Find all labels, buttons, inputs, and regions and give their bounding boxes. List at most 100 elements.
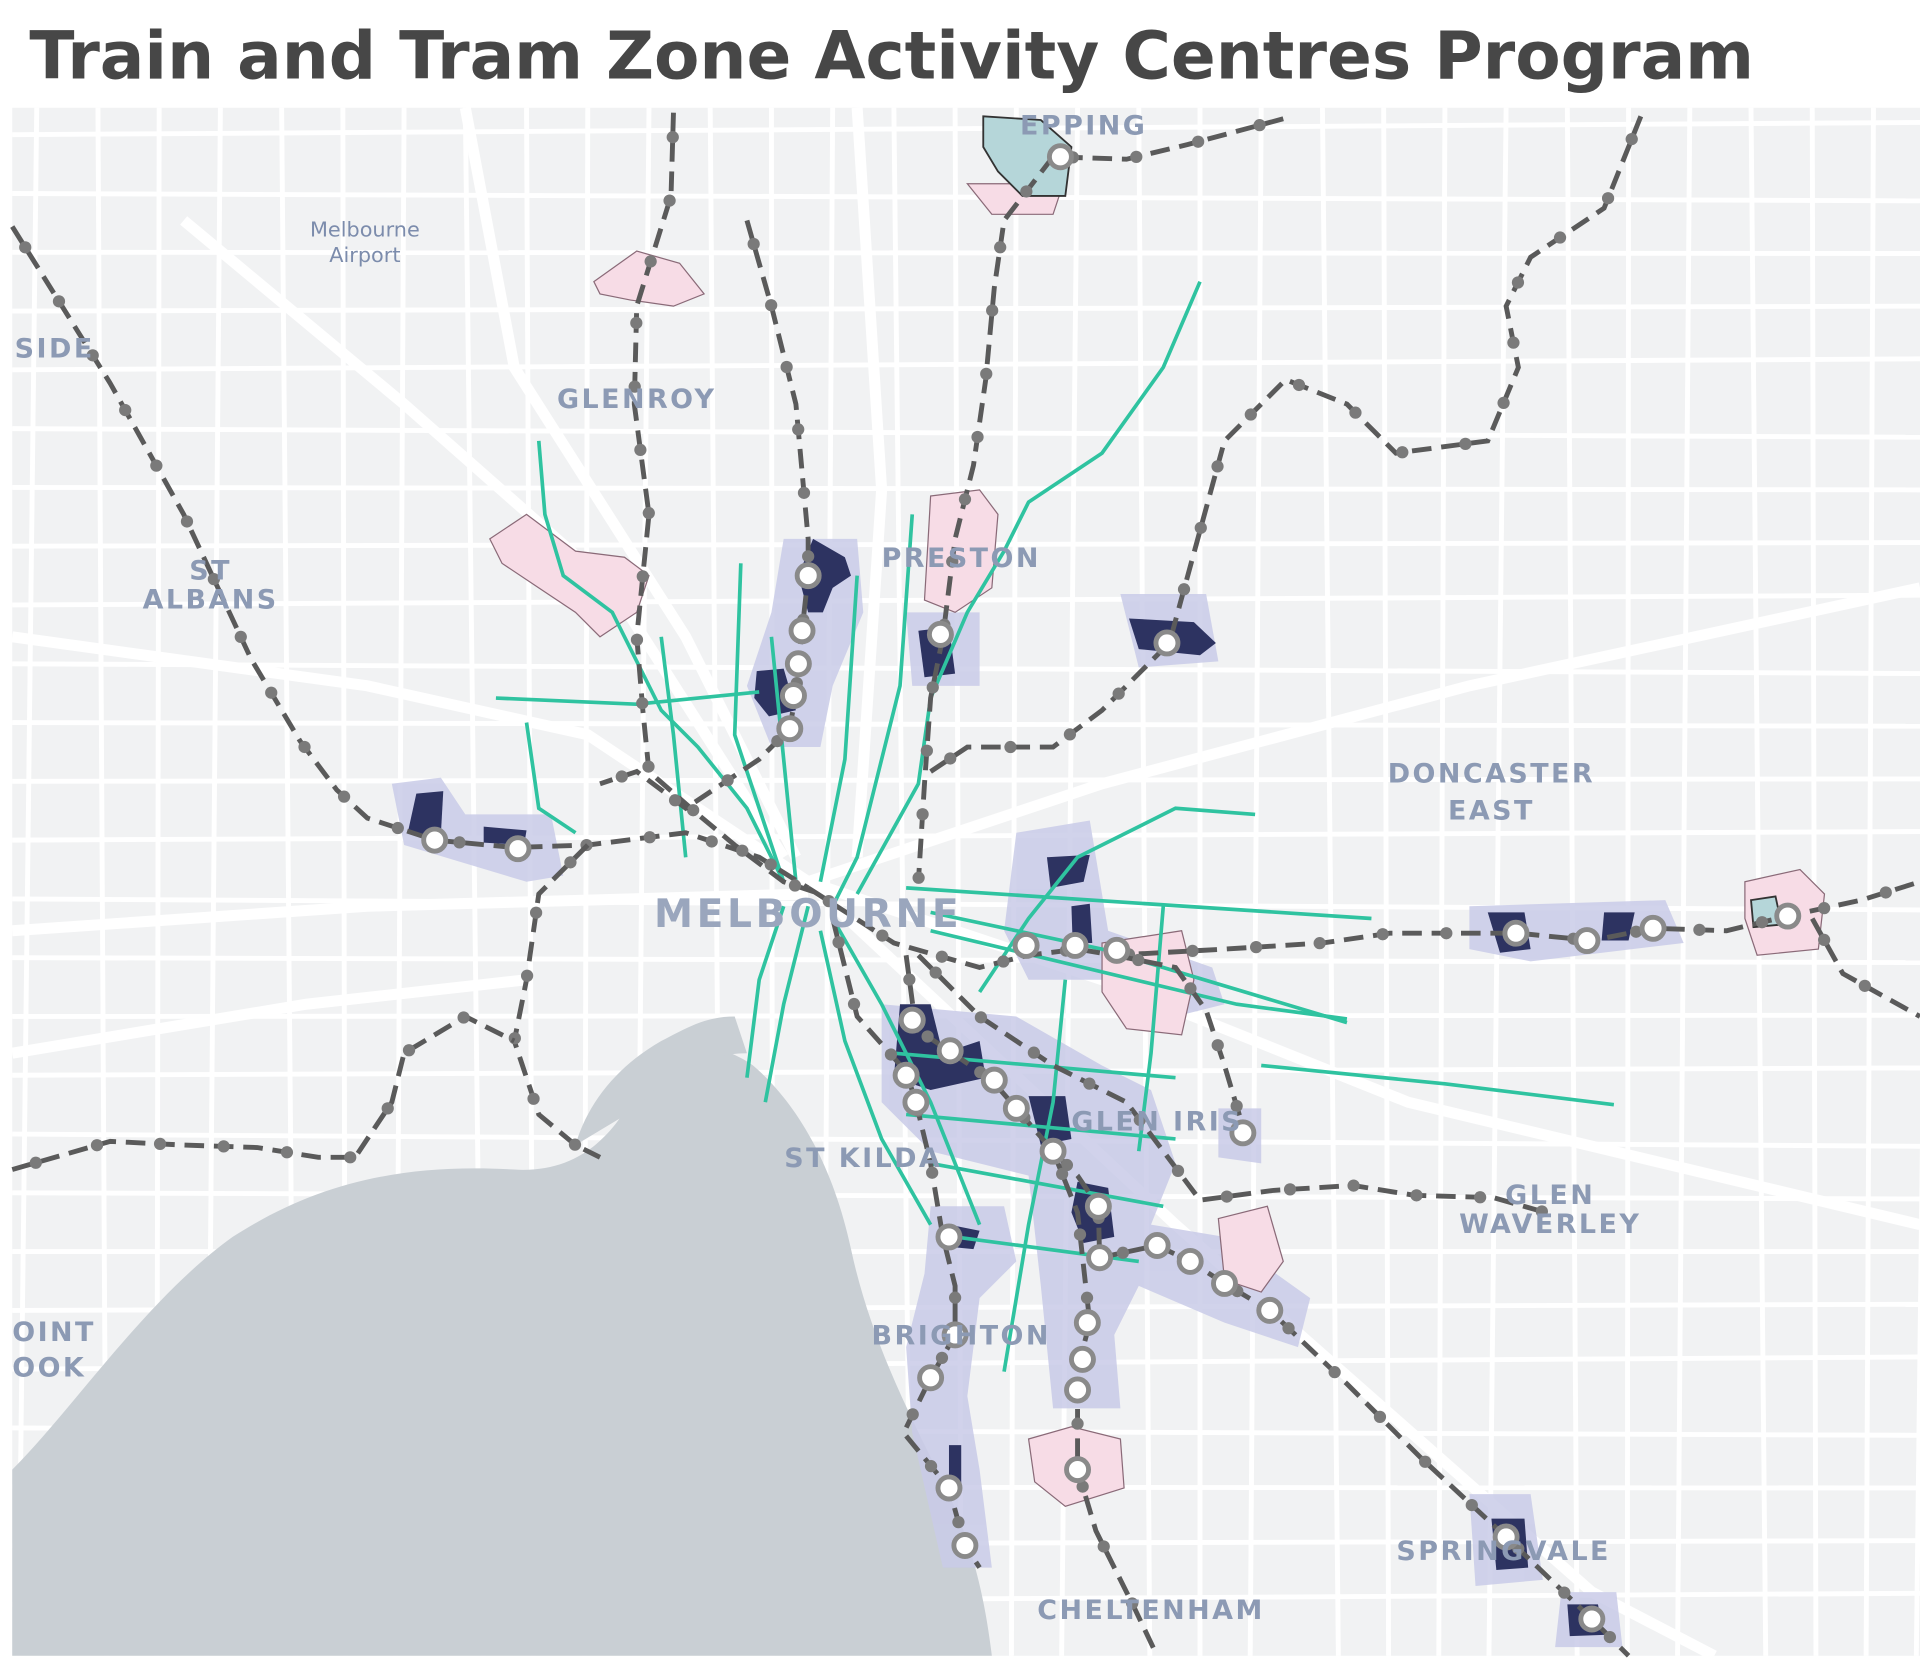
place-label: Airport — [329, 243, 400, 267]
place-label: GLENROY — [557, 384, 717, 415]
tram-line — [763, 905, 810, 1103]
road — [12, 426, 1920, 440]
tram-line — [659, 636, 688, 858]
station-dot — [1755, 916, 1769, 929]
centre-area — [1217, 1205, 1284, 1293]
station-dot — [980, 367, 993, 380]
station-dot — [643, 831, 656, 844]
freeway — [806, 582, 1920, 887]
activity-station — [421, 826, 449, 854]
station-dot — [1244, 408, 1257, 421]
road — [15, 107, 40, 1656]
freeway — [806, 876, 1920, 1231]
station-dot — [705, 835, 718, 848]
activity-station — [1039, 1137, 1067, 1165]
activity-station — [1578, 1605, 1606, 1633]
tram-line — [905, 1112, 1176, 1141]
place-label: PRESTON — [882, 543, 1041, 574]
activity-station — [784, 650, 812, 678]
station-dot — [1250, 941, 1263, 954]
freeway — [11, 888, 809, 937]
train-lines — [10, 112, 1920, 1658]
activity-station — [898, 1006, 926, 1034]
activity-station — [935, 1223, 963, 1251]
activity-station — [951, 1532, 979, 1560]
station-dot — [1080, 1291, 1094, 1304]
station-dot — [832, 936, 845, 949]
station-dot — [847, 997, 861, 1011]
station-dot — [1211, 1039, 1224, 1052]
station-dot — [663, 194, 676, 207]
station-dot — [876, 929, 889, 942]
tram-line — [745, 905, 786, 1078]
road — [12, 249, 1920, 256]
station-dot — [1282, 1322, 1295, 1335]
tram-line — [978, 806, 1256, 994]
station-dot — [1116, 1246, 1130, 1259]
activity-station — [776, 715, 804, 743]
station-dot — [948, 1291, 962, 1304]
place-label: BRIGHTON — [872, 1321, 1051, 1352]
station-dot — [19, 241, 32, 254]
tram-lines — [495, 280, 1615, 1372]
place-label: ST — [189, 555, 232, 586]
station-dot — [1328, 1366, 1341, 1379]
activity-station — [1502, 919, 1530, 947]
activity-station — [1068, 1345, 1096, 1373]
place-label: CHELTENHAM — [1037, 1595, 1264, 1626]
station-dot — [1818, 902, 1831, 915]
station-dot — [666, 131, 679, 144]
station-dot — [1184, 982, 1197, 995]
road — [1863, 107, 1876, 1656]
station-dot — [1076, 1480, 1089, 1493]
place-label: ST KILDA — [784, 1143, 942, 1174]
activity-station — [980, 1066, 1008, 1094]
road — [891, 107, 914, 1656]
place-label: Melbourne — [310, 217, 420, 241]
station-dot — [935, 1351, 949, 1364]
station-dot — [298, 740, 311, 754]
station-dot — [153, 1137, 167, 1151]
station-dot — [1625, 132, 1638, 146]
station-dot — [1347, 1179, 1360, 1192]
activity-station — [892, 1061, 920, 1089]
station-dot — [453, 836, 466, 849]
station-dot — [280, 1146, 294, 1159]
tram-line — [831, 514, 915, 908]
centre-area — [593, 250, 706, 307]
road — [1675, 107, 1693, 1656]
road — [1320, 107, 1341, 1656]
activity-station — [1153, 629, 1181, 657]
station-dot — [1283, 1183, 1297, 1196]
station-dot — [1063, 728, 1077, 741]
station-dot — [1071, 1417, 1084, 1430]
station-dot — [903, 973, 916, 986]
station-dot — [747, 237, 760, 251]
tram-line — [818, 930, 933, 1226]
station-dot — [119, 403, 132, 417]
station-dot — [1465, 1498, 1478, 1512]
station-dot — [520, 969, 534, 982]
activity-station — [935, 1474, 963, 1502]
station-dot — [1879, 886, 1892, 899]
activity-station — [1211, 1269, 1238, 1297]
activity-station — [780, 682, 807, 710]
station-dot — [958, 493, 972, 506]
station-dot — [929, 966, 942, 979]
station-dot — [1230, 1099, 1243, 1113]
station-dot — [797, 486, 811, 499]
zone-core — [407, 791, 444, 836]
station-dot — [265, 686, 278, 699]
station-dot — [234, 630, 247, 644]
station-dot — [1220, 1190, 1233, 1203]
road — [12, 829, 1920, 843]
station-dot — [1313, 937, 1326, 950]
activity-station — [902, 1088, 930, 1116]
station-dot — [1553, 231, 1567, 244]
station-dot — [1056, 1167, 1069, 1181]
station-dot — [946, 555, 959, 568]
activity-station — [1064, 1376, 1092, 1404]
station-dot — [564, 856, 577, 869]
place-label: EPPING — [1020, 111, 1147, 142]
